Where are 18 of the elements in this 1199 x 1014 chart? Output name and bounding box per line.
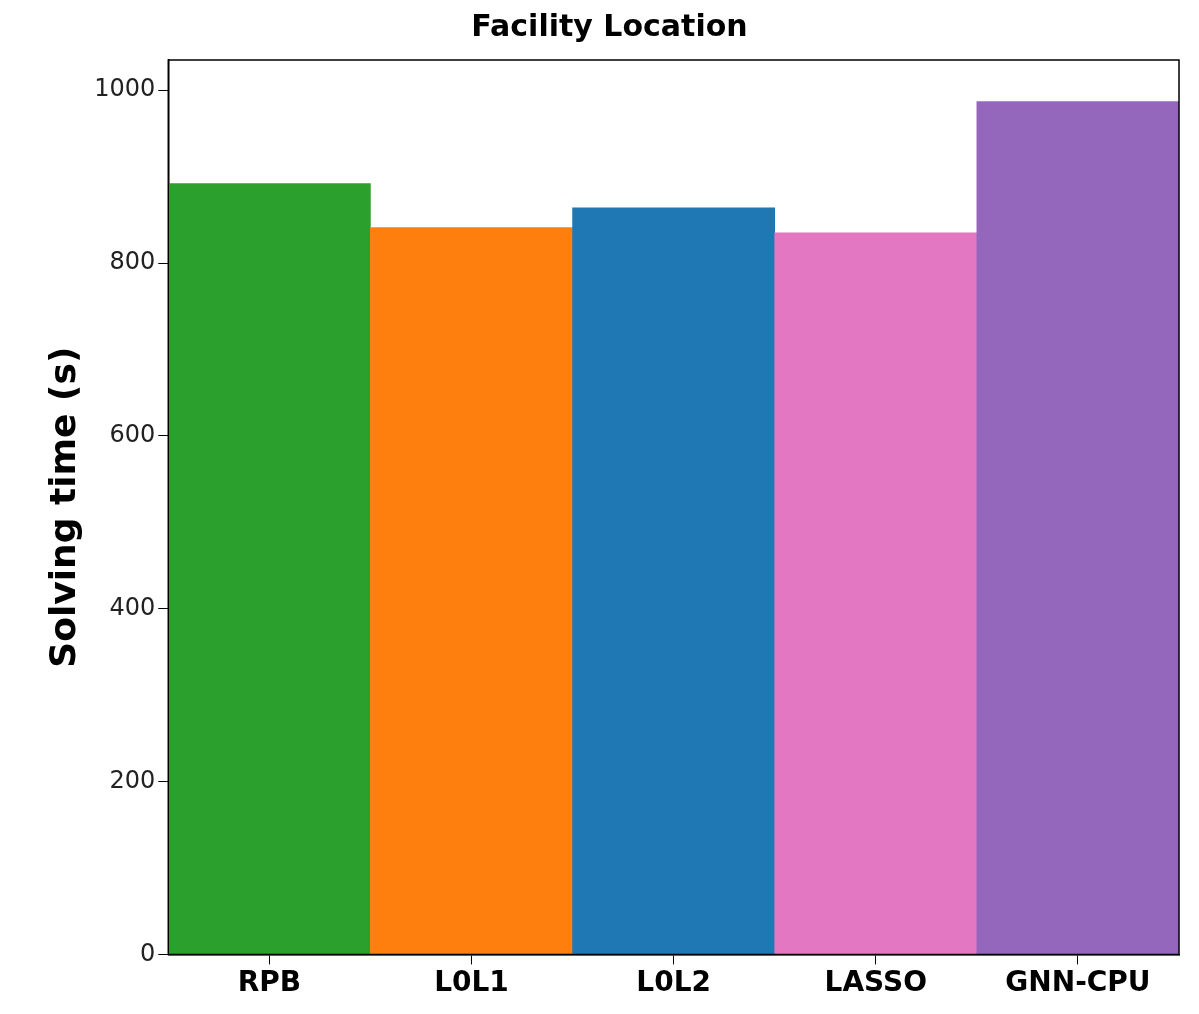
y-tick-label: 800 [109,247,156,276]
y-tick-label: 200 [109,765,156,794]
x-tick-label: LASSO [824,965,927,999]
y-tick-label: 600 [109,420,156,449]
y-tick-label: 0 [140,938,156,967]
y-axis-title: Solving time (s) [41,346,83,668]
bar [774,232,978,955]
bar [370,227,573,955]
chart-title: Facility Location [471,7,748,43]
x-tick-label: RPB [237,965,302,999]
y-tick-label: 400 [109,592,156,621]
bar [572,207,776,955]
x-tick-label: L0L1 [434,965,509,999]
x-tick-label: GNN-CPU [1005,965,1151,999]
bar [168,183,371,955]
y-tick-label: 1000 [94,74,156,103]
x-tick-label: L0L2 [636,965,711,999]
bar [976,101,1179,955]
